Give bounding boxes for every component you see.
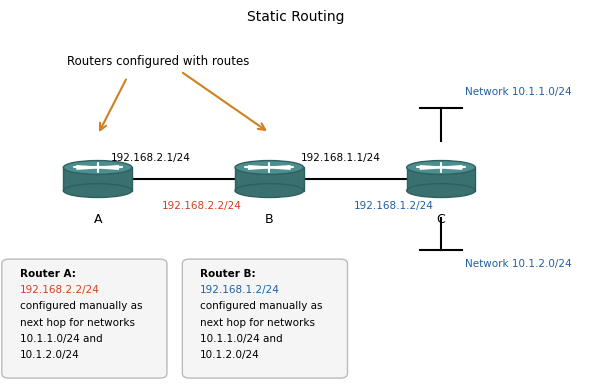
Polygon shape [235, 167, 304, 191]
FancyBboxPatch shape [182, 259, 348, 378]
Text: 192.168.2.1/24: 192.168.2.1/24 [111, 153, 191, 163]
Text: 10.1.1.0/24 and: 10.1.1.0/24 and [200, 334, 283, 344]
Text: next hop for networks: next hop for networks [200, 318, 315, 328]
Text: 10.1.2.0/24: 10.1.2.0/24 [20, 350, 79, 360]
Text: Router B:: Router B: [200, 269, 256, 279]
Text: B: B [265, 213, 274, 226]
Ellipse shape [407, 184, 475, 198]
Ellipse shape [407, 161, 475, 174]
Text: 192.168.1.1/24: 192.168.1.1/24 [301, 153, 380, 163]
Text: configured manually as: configured manually as [20, 301, 142, 311]
Text: C: C [437, 213, 445, 226]
Text: next hop for networks: next hop for networks [20, 318, 134, 328]
FancyBboxPatch shape [2, 259, 167, 378]
Ellipse shape [235, 184, 304, 198]
Text: 192.168.2.2/24: 192.168.2.2/24 [20, 285, 99, 295]
Text: Routers configured with routes: Routers configured with routes [67, 55, 250, 68]
Text: configured manually as: configured manually as [200, 301, 323, 311]
Polygon shape [63, 167, 132, 191]
Text: Router A:: Router A: [20, 269, 75, 279]
Text: A: A [94, 213, 102, 226]
Ellipse shape [63, 184, 132, 198]
Ellipse shape [235, 161, 304, 174]
Text: 10.1.2.0/24: 10.1.2.0/24 [200, 350, 260, 360]
Text: Static Routing: Static Routing [247, 10, 345, 24]
Text: Network 10.1.2.0/24: Network 10.1.2.0/24 [465, 259, 571, 269]
Text: Network 10.1.1.0/24: Network 10.1.1.0/24 [465, 87, 571, 97]
Text: 10.1.1.0/24 and: 10.1.1.0/24 and [20, 334, 102, 344]
Text: 192.168.1.2/24: 192.168.1.2/24 [354, 201, 433, 211]
Text: 192.168.1.2/24: 192.168.1.2/24 [200, 285, 280, 295]
Text: 192.168.2.2/24: 192.168.2.2/24 [162, 201, 241, 211]
Ellipse shape [63, 161, 132, 174]
Polygon shape [407, 167, 475, 191]
